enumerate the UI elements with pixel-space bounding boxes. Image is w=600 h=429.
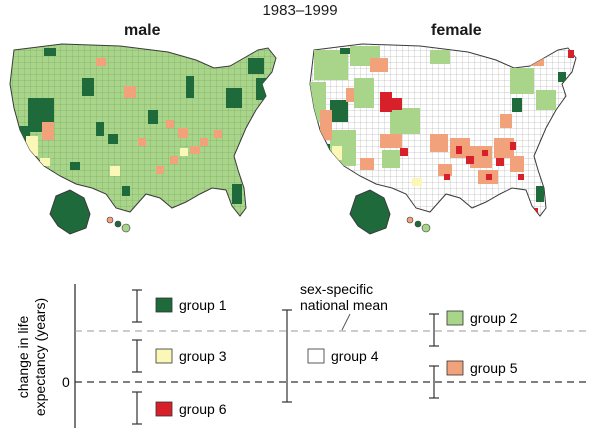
swatch-group-4 (307, 348, 325, 364)
female-contiguous-us (309, 43, 577, 217)
female-hawaii (406, 216, 431, 233)
label-group-6: group 6 (179, 401, 227, 417)
label-group-2: group 2 (470, 310, 518, 326)
range-bar-group-3 (132, 339, 142, 373)
male-panel-title: male (124, 22, 161, 39)
label-group-1: group 1 (179, 297, 227, 313)
female-map (309, 43, 577, 235)
range-bar-group-2 (429, 313, 439, 347)
female-alaska (349, 189, 391, 235)
female-county-patches (310, 46, 566, 214)
zero-label: 0 (62, 374, 70, 390)
swatch-group-2 (446, 310, 464, 326)
label-group-3: group 3 (179, 348, 227, 364)
range-bar-group-5 (429, 365, 439, 399)
swatch-group-3 (155, 348, 173, 364)
mean-label-line1: sex-specific (300, 281, 373, 297)
label-group-5: group 5 (470, 360, 518, 376)
swatch-group-6 (155, 401, 173, 417)
male-hawaii (106, 216, 131, 233)
mean-label-line2: national mean (300, 297, 388, 313)
male-alaska (49, 189, 91, 235)
label-group-4: group 4 (331, 348, 379, 364)
range-bar-group-1 (132, 289, 142, 323)
range-bar-group-6 (132, 391, 142, 425)
y-axis-label-line1: change in life (15, 316, 31, 399)
female-panel-title: female (431, 22, 482, 39)
y-axis-label-line2: expectancy (years) (32, 298, 48, 416)
period-title: 1983–1999 (262, 2, 338, 19)
swatch-group-5 (446, 360, 464, 376)
range-bar-group-4 (282, 309, 292, 403)
mean-pointer-line (341, 313, 351, 331)
female-maine-patch (568, 50, 574, 58)
swatch-group-1 (155, 297, 173, 313)
male-map (9, 43, 277, 235)
